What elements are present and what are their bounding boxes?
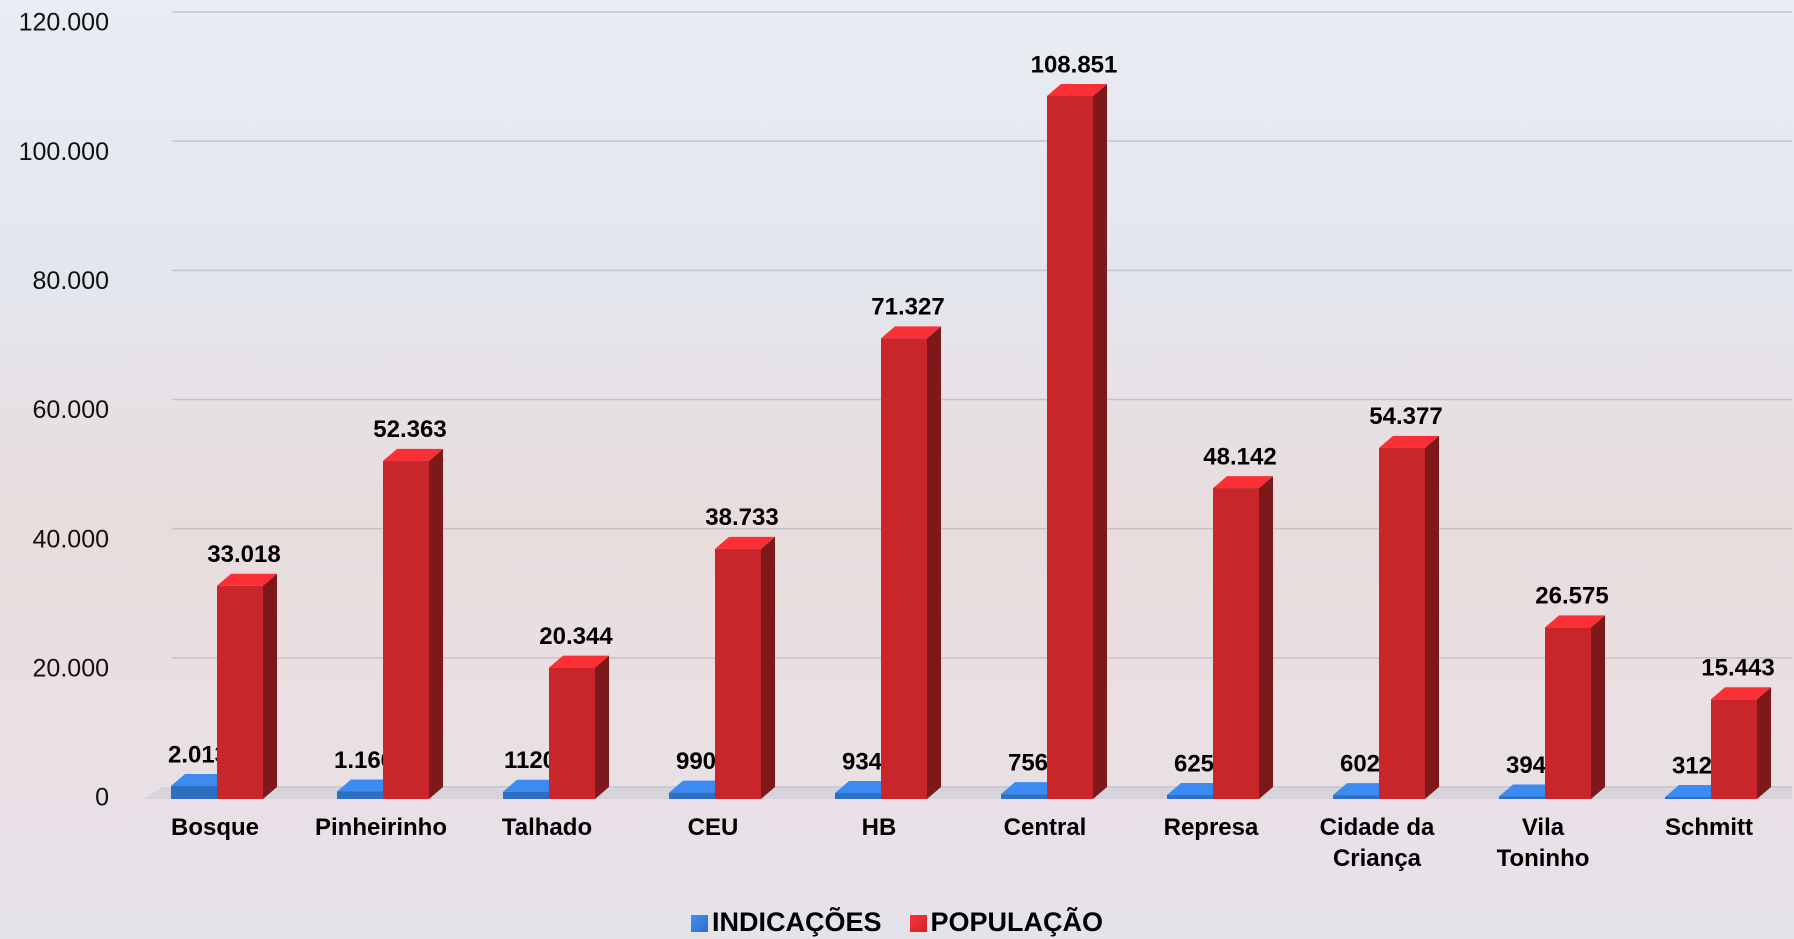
bar: [835, 793, 881, 799]
bar: [1213, 488, 1259, 799]
data-label: 26.575: [1535, 583, 1608, 610]
x-tick-label: Vila Toninho: [1477, 812, 1609, 874]
data-label: 108.851: [1031, 51, 1118, 78]
y-tick-label: 80.000: [33, 267, 109, 295]
bar: [1001, 794, 1047, 799]
bar-side: [927, 326, 941, 799]
data-label: 756: [1008, 749, 1048, 776]
data-label: 990: [676, 748, 716, 775]
y-tick-label: 120.000: [19, 9, 109, 37]
bar-side: [429, 449, 443, 799]
page: 0 20.000 40.000 60.000 80.000 100.000 120.000 2…: [0, 0, 1794, 939]
x-tick-label: Represa: [1145, 812, 1277, 843]
bar-side: [1425, 436, 1439, 799]
x-tick-label: HB: [813, 812, 945, 843]
data-label: 33.018: [207, 541, 280, 568]
x-tick-label: CEU: [647, 812, 779, 843]
data-label: 934: [842, 748, 883, 775]
data-label: 54.377: [1369, 403, 1442, 430]
data-label: 394: [1506, 752, 1547, 779]
bar: [669, 793, 715, 799]
x-tick-label: Pinheirinho: [315, 812, 447, 843]
x-tick-label: Schmitt: [1643, 812, 1775, 843]
legend: INDICAÇÕES POPULAÇÃO: [0, 907, 1794, 938]
bar: [1499, 796, 1545, 799]
bar-side: [595, 656, 609, 799]
data-label: 71.327: [871, 294, 944, 321]
data-label: 52.363: [373, 416, 446, 443]
data-label: 625: [1174, 750, 1214, 777]
bar-side: [1591, 615, 1605, 799]
bar-side: [1259, 476, 1273, 799]
legend-label: POPULAÇÃO: [931, 907, 1104, 937]
bar: [715, 549, 761, 799]
legend-label: INDICAÇÕES: [712, 907, 882, 937]
bar: [171, 786, 217, 799]
legend-item: POPULAÇÃO: [910, 907, 1104, 938]
legend-swatch: [691, 915, 708, 932]
chart: 0 20.000 40.000 60.000 80.000 100.000 120.000 2…: [0, 0, 1794, 939]
data-label: 38.733: [705, 504, 778, 531]
x-tick-label: Talhado: [481, 812, 613, 843]
legend-item: INDICAÇÕES: [691, 907, 882, 938]
bar: [217, 586, 263, 799]
bar-side: [761, 537, 775, 799]
bar: [383, 461, 429, 799]
bar: [503, 792, 549, 799]
bar: [549, 668, 595, 799]
bar-side: [263, 574, 277, 799]
bar-side: [1757, 687, 1771, 799]
y-tick-label: 0: [95, 784, 109, 812]
bar: [1047, 96, 1093, 799]
bar: [1711, 699, 1757, 799]
bar: [337, 791, 383, 799]
y-tick-label: 40.000: [33, 525, 109, 553]
data-label: 20.344: [539, 623, 613, 650]
y-tick-label: 20.000: [33, 654, 109, 682]
x-tick-label: Central: [979, 812, 1111, 843]
bar: [1665, 797, 1711, 799]
x-tick-label: Bosque: [149, 812, 281, 843]
bar: [1379, 448, 1425, 799]
bar-side: [1093, 84, 1107, 799]
bar: [881, 338, 927, 799]
bar: [1545, 627, 1591, 799]
data-label: 48.142: [1203, 443, 1276, 470]
legend-swatch: [910, 915, 927, 932]
x-tick-label: Cidade da Criança: [1311, 812, 1443, 874]
data-label: 15.443: [1701, 655, 1774, 682]
y-tick-label: 100.000: [19, 138, 109, 166]
bar: [1167, 795, 1213, 799]
data-label: 602: [1340, 750, 1380, 777]
data-label: 312: [1672, 752, 1712, 779]
bar: [1333, 795, 1379, 799]
y-tick-label: 60.000: [33, 396, 109, 424]
data-label: 1120: [504, 747, 556, 774]
